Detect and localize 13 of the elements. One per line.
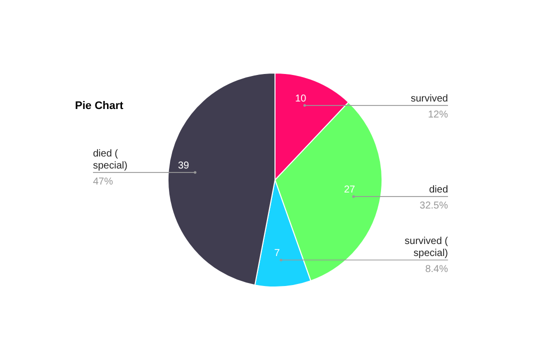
slice-label: died <box>429 184 448 196</box>
text: 47% <box>93 176 114 188</box>
text: 8.4% <box>425 264 448 276</box>
data-label: 10 <box>295 93 307 104</box>
text: Pie Chart <box>75 100 124 112</box>
text: 12% <box>428 109 448 120</box>
data-label: 27 <box>344 184 356 196</box>
data-label: 39 <box>178 160 190 172</box>
slice-label: died ( special) <box>93 148 128 172</box>
text: 32.5% <box>420 200 448 212</box>
slice-label: survived ( special) <box>404 236 449 260</box>
data-label: 7 <box>274 248 280 260</box>
slice-label: survived <box>410 93 448 104</box>
